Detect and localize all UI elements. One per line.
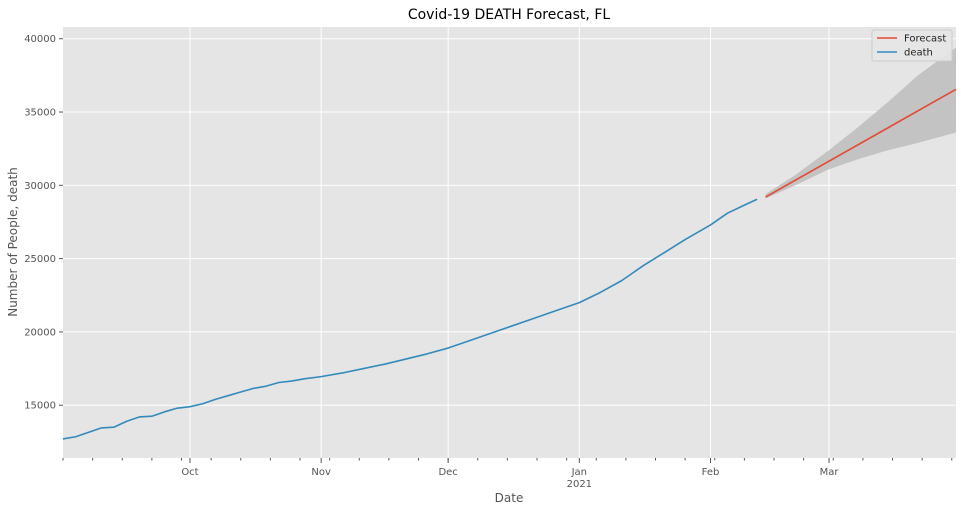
y-axis-title: Number of People, death	[6, 167, 20, 317]
series-layer	[62, 88, 957, 440]
y-tick-label: 15000	[24, 401, 56, 412]
series-line-forecast	[765, 88, 957, 198]
y-tick-label: 25000	[24, 254, 56, 265]
x-tick-label: Jan	[571, 467, 587, 478]
x-tick-label: Mar	[820, 467, 840, 478]
confidence-band-layer	[765, 47, 956, 199]
x-axis-title: Date	[495, 491, 524, 505]
legend-label-forecast: Forecast	[904, 34, 946, 45]
x-tick-label: Feb	[702, 467, 720, 478]
y-tick-label: 20000	[24, 327, 56, 338]
legend-label-death: death	[904, 48, 933, 59]
x-tick-label: Dec	[438, 467, 457, 478]
x-tick-label: Nov	[311, 467, 331, 478]
chart-title: Covid-19 DEATH Forecast, FL	[408, 7, 611, 23]
y-axis: 15000 20000 25000 30000 35000 40000	[24, 34, 63, 412]
x-tick-sublabel: 2021	[567, 479, 592, 490]
plot-area	[63, 27, 956, 458]
series-line-death	[62, 198, 758, 440]
y-tick-label: 40000	[24, 34, 56, 45]
x-tick-label: Oct	[181, 467, 198, 478]
y-tick-label: 35000	[24, 108, 56, 119]
grid-lines	[63, 27, 956, 458]
y-tick-label: 30000	[24, 181, 56, 192]
confidence-band	[765, 47, 956, 199]
legend: Forecast death	[871, 29, 953, 62]
